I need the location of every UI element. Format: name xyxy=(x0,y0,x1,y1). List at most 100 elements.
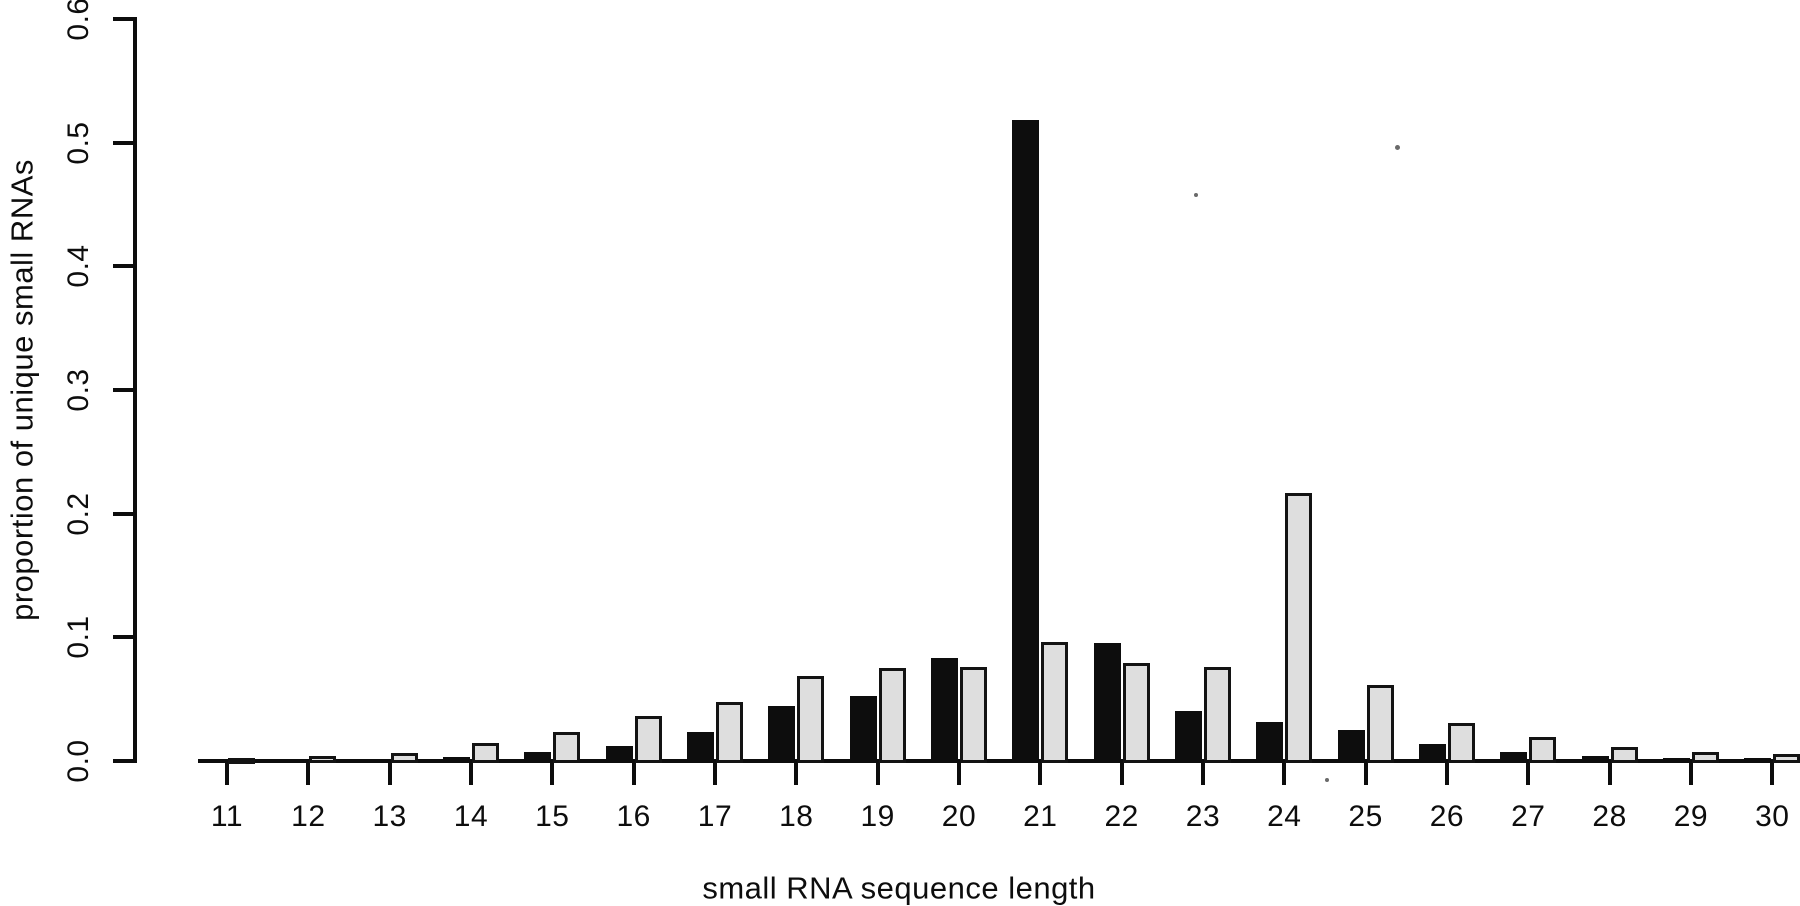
y-tick-0.6 xyxy=(113,16,133,21)
x-tick-label-11: 11 xyxy=(210,800,244,833)
x-tick-label-13: 13 xyxy=(372,800,407,833)
y-tick-label-0.3: 0.3 xyxy=(62,368,95,412)
y-tick-0.2 xyxy=(113,511,133,516)
x-tick-label-26: 26 xyxy=(1429,800,1465,833)
x-tick-label-14: 14 xyxy=(453,800,489,833)
bar-gray-len-27 xyxy=(1529,737,1557,763)
bar-black-len-14 xyxy=(442,757,470,763)
x-tick-24 xyxy=(1282,763,1287,785)
y-tick-0.0 xyxy=(113,759,133,763)
bar-black-len-25 xyxy=(1337,730,1365,763)
x-tick-19 xyxy=(875,763,880,785)
bar-gray-len-24 xyxy=(1285,493,1313,763)
x-tick-label-17: 17 xyxy=(697,800,733,833)
x-axis-line xyxy=(198,759,1800,763)
x-tick-28 xyxy=(1607,763,1612,785)
scan-speck xyxy=(1395,145,1400,150)
y-tick-label-0.2: 0.2 xyxy=(62,492,95,536)
bar-black-len-29 xyxy=(1662,758,1690,763)
bar-gray-len-23 xyxy=(1203,667,1231,763)
bar-gray-len-19 xyxy=(878,668,906,763)
bar-black-len-26 xyxy=(1418,744,1446,763)
y-axis-line xyxy=(133,17,137,763)
bar-gray-len-14 xyxy=(471,743,499,763)
x-tick-label-21: 21 xyxy=(1023,800,1058,833)
x-tick-label-12: 12 xyxy=(291,800,326,833)
bar-gray-len-13 xyxy=(390,753,418,763)
bar-gray-len-25 xyxy=(1366,685,1394,763)
bar-black-len-21 xyxy=(1012,120,1040,763)
x-tick-label-20: 20 xyxy=(941,800,977,833)
y-tick-label-0.4: 0.4 xyxy=(62,244,95,288)
y-tick-0.3 xyxy=(113,387,133,392)
bar-gray-len-17 xyxy=(715,702,743,763)
scan-speck xyxy=(1194,193,1198,197)
x-tick-11 xyxy=(225,763,229,785)
bar-black-len-11 xyxy=(199,761,226,763)
x-tick-label-19: 19 xyxy=(860,800,895,833)
bar-black-len-22 xyxy=(1093,643,1121,763)
bar-black-len-16 xyxy=(605,746,633,763)
x-tick-25 xyxy=(1363,763,1368,785)
x-tick-30 xyxy=(1770,763,1775,785)
x-tick-18 xyxy=(794,763,799,785)
scan-speck xyxy=(1325,778,1329,782)
x-tick-label-15: 15 xyxy=(535,800,570,833)
bar-black-len-17 xyxy=(686,732,714,763)
bar-gray-len-18 xyxy=(797,676,825,763)
x-tick-label-23: 23 xyxy=(1185,800,1221,833)
x-tick-21 xyxy=(1038,763,1043,785)
y-tick-label-0.5: 0.5 xyxy=(62,121,95,165)
bar-black-len-12 xyxy=(280,762,308,763)
bar-gray-len-20 xyxy=(959,667,987,763)
x-tick-label-30: 30 xyxy=(1755,800,1790,833)
x-tick-label-22: 22 xyxy=(1104,800,1139,833)
bar-black-len-15 xyxy=(524,752,552,763)
bar-black-len-30 xyxy=(1744,758,1772,763)
x-tick-13 xyxy=(387,763,392,785)
y-axis-title: proportion of unique small RNAs xyxy=(4,159,40,621)
x-tick-29 xyxy=(1688,763,1693,785)
bar-gray-len-29 xyxy=(1691,752,1719,763)
bar-black-len-28 xyxy=(1581,756,1609,763)
bar-black-len-23 xyxy=(1174,711,1202,763)
bar-gray-len-26 xyxy=(1447,723,1475,763)
x-tick-label-16: 16 xyxy=(616,800,651,833)
bar-black-len-19 xyxy=(849,696,877,763)
x-tick-16 xyxy=(631,763,636,785)
bar-black-len-20 xyxy=(930,658,958,763)
bar-gray-len-28 xyxy=(1610,747,1638,763)
x-tick-20 xyxy=(956,763,961,785)
x-tick-label-29: 29 xyxy=(1673,800,1709,833)
bar-gray-len-30 xyxy=(1773,754,1800,763)
x-tick-12 xyxy=(306,763,311,785)
y-tick-0.4 xyxy=(113,264,133,269)
bar-gray-len-12 xyxy=(309,756,337,763)
bar-gray-len-22 xyxy=(1122,663,1150,763)
x-tick-label-18: 18 xyxy=(779,800,814,833)
x-tick-label-24: 24 xyxy=(1267,800,1302,833)
y-tick-0.1 xyxy=(113,635,133,640)
bar-gray-len-15 xyxy=(553,732,581,763)
x-tick-26 xyxy=(1444,763,1449,785)
bar-gray-len-11 xyxy=(228,758,255,764)
bar-gray-len-16 xyxy=(634,716,662,763)
x-tick-17 xyxy=(712,763,717,785)
x-axis-title: small RNA sequence length xyxy=(702,870,1096,906)
x-tick-label-27: 27 xyxy=(1511,800,1546,833)
bar-gray-len-21 xyxy=(1041,642,1069,763)
x-tick-label-28: 28 xyxy=(1592,800,1627,833)
y-tick-0.5 xyxy=(113,140,133,145)
x-tick-23 xyxy=(1200,763,1205,785)
bar-black-len-13 xyxy=(361,761,389,763)
y-tick-label-0.0: 0.0 xyxy=(62,739,95,783)
bar-black-len-24 xyxy=(1256,722,1284,763)
x-tick-27 xyxy=(1526,763,1531,785)
x-tick-label-25: 25 xyxy=(1348,800,1383,833)
x-tick-15 xyxy=(550,763,555,785)
x-tick-22 xyxy=(1119,763,1124,785)
y-tick-label-0.6: 0.6 xyxy=(62,0,95,41)
x-tick-14 xyxy=(468,763,473,785)
y-tick-label-0.1: 0.1 xyxy=(62,615,95,659)
